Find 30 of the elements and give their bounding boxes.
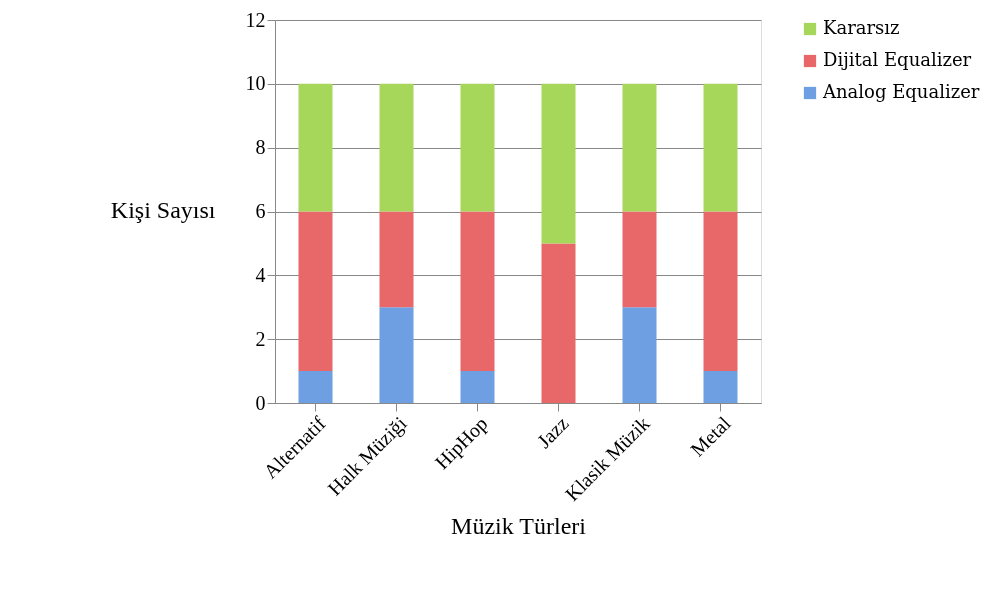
- bar: [622, 211, 657, 308]
- bar: [541, 83, 576, 244]
- y-tick-label: 2: [255, 327, 266, 350]
- bar: [379, 211, 414, 308]
- y-tick-label: 12: [245, 8, 266, 31]
- legend-label: Analog Equalizer: [822, 81, 980, 102]
- x-axis-title: Müzik Türleri: [451, 513, 587, 540]
- bar: [541, 243, 576, 403]
- bar: [622, 307, 657, 403]
- bar: [379, 83, 414, 212]
- y-tick-label: 0: [255, 391, 266, 414]
- bar: [460, 371, 495, 403]
- y-tick-label: 6: [255, 200, 266, 222]
- bar: [460, 83, 495, 212]
- bar: [298, 211, 333, 372]
- bar: [703, 371, 738, 403]
- x-tick-label: Jazz: [532, 412, 573, 452]
- bar: [298, 371, 333, 403]
- y-tick-label: 10: [245, 72, 266, 95]
- bar: [703, 83, 738, 212]
- y-axis-title: Kişi Sayısı: [110, 196, 216, 223]
- bar: [298, 83, 333, 212]
- y-tick-label: 4: [255, 263, 266, 286]
- legend-label: Dijital Equalizer: [823, 49, 972, 70]
- y-tick-label: 8: [255, 136, 266, 159]
- bar: [622, 83, 657, 212]
- legend-label: Kararsız: [823, 17, 900, 38]
- bar: [379, 307, 414, 403]
- bar: [460, 211, 495, 372]
- bar: [703, 211, 738, 372]
